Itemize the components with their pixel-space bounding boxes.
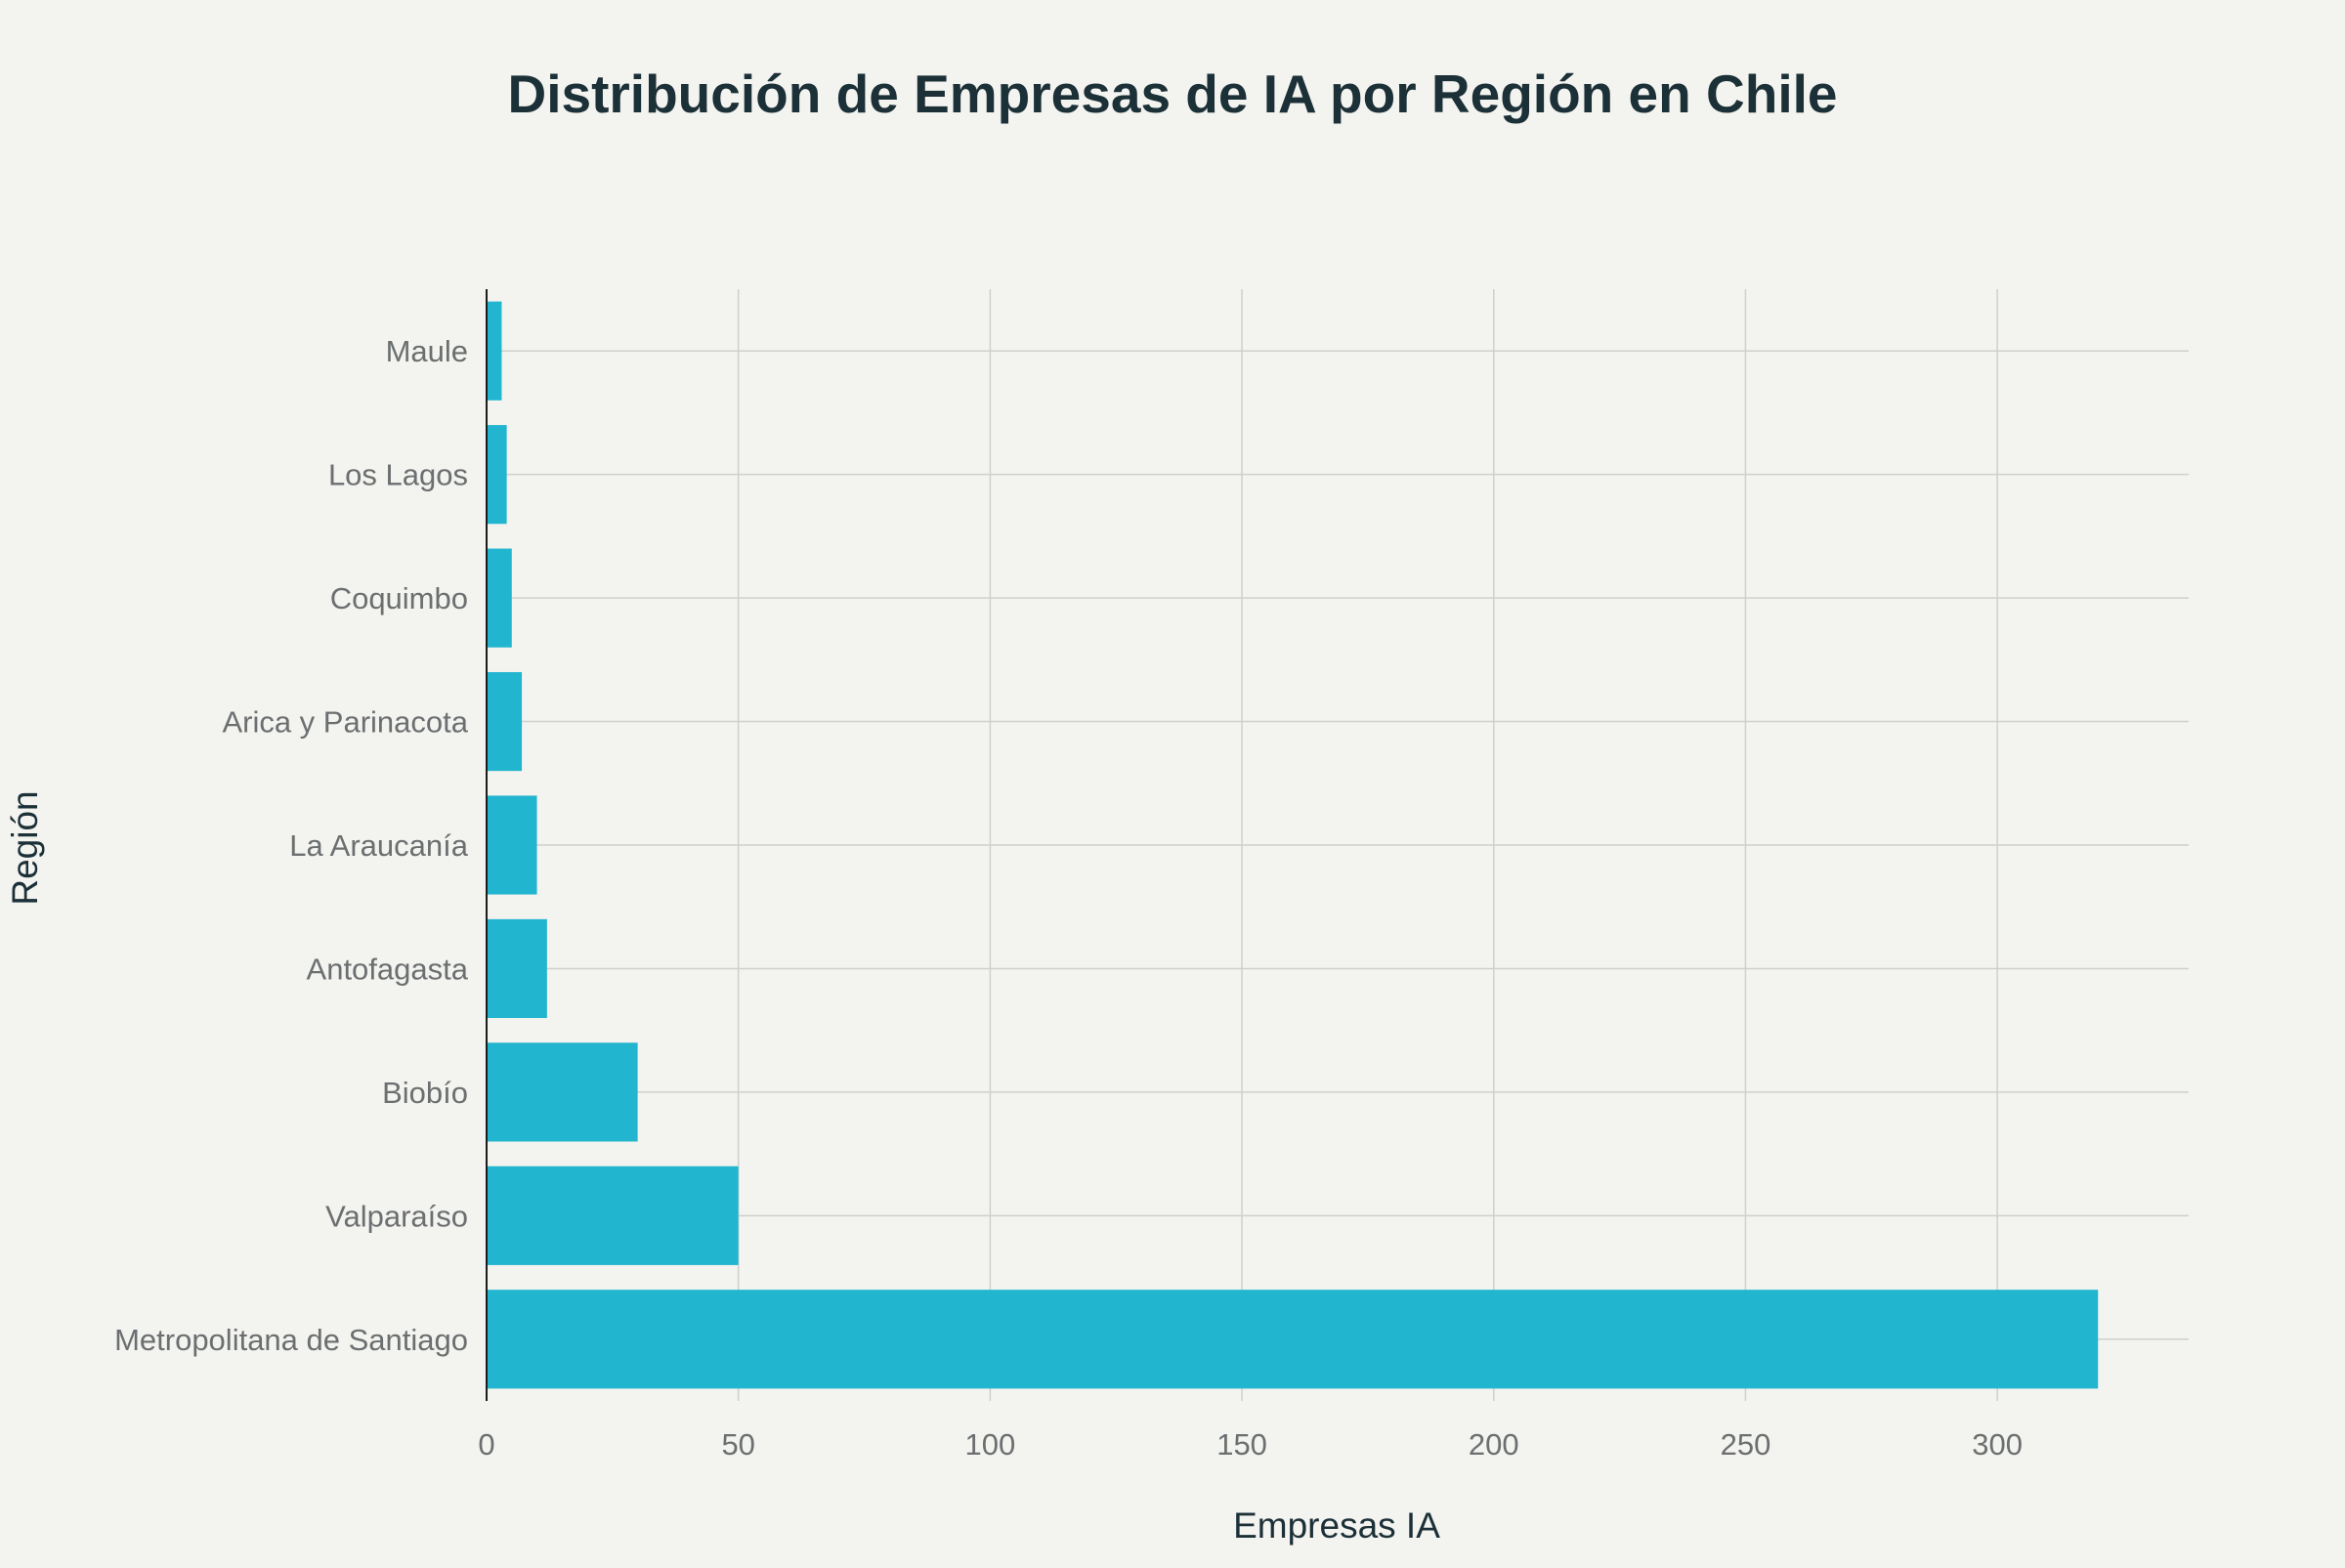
y-axis-title: Región [5,790,45,905]
bar-layer [487,301,2099,1389]
x-tick-label: 150 [1216,1427,1267,1462]
bar [487,1042,638,1142]
y-tick-label: Maule [386,334,468,368]
y-tick-label: Biobío [382,1076,468,1110]
x-tick-label: 200 [1469,1427,1519,1462]
x-tick-label: 250 [1721,1427,1771,1462]
x-tick-label: 100 [965,1427,1016,1462]
y-tick-label: La Araucanía [289,828,468,863]
chart-title: Distribución de Empresas de IA por Regió… [508,64,1838,124]
bar [487,795,537,895]
tick-label-layer: 0 50 100 150 200 250 300 Metropolitana de Santi… [114,334,2023,1462]
bar [487,425,507,525]
bar [487,301,502,401]
y-tick-label: Metropolitana de Santiago [114,1323,468,1357]
bar [487,671,523,772]
y-tick-label: Coquimbo [330,581,468,615]
x-tick-label: 0 [478,1427,494,1462]
bar [487,548,512,648]
x-tick-label: 300 [1972,1427,2023,1462]
y-tick-label: Antofagasta [307,952,469,986]
x-axis-title: Empresas IA [1233,1505,1440,1546]
x-tick-label: 50 [721,1427,754,1462]
y-tick-label: Los Lagos [328,458,468,492]
bar [487,1290,2099,1389]
bar [487,918,547,1019]
bar [487,1165,739,1265]
y-tick-label: Valparaíso [325,1199,468,1233]
y-tick-label: Arica y Parinacota [222,705,468,740]
grid-layer [487,289,2189,1401]
